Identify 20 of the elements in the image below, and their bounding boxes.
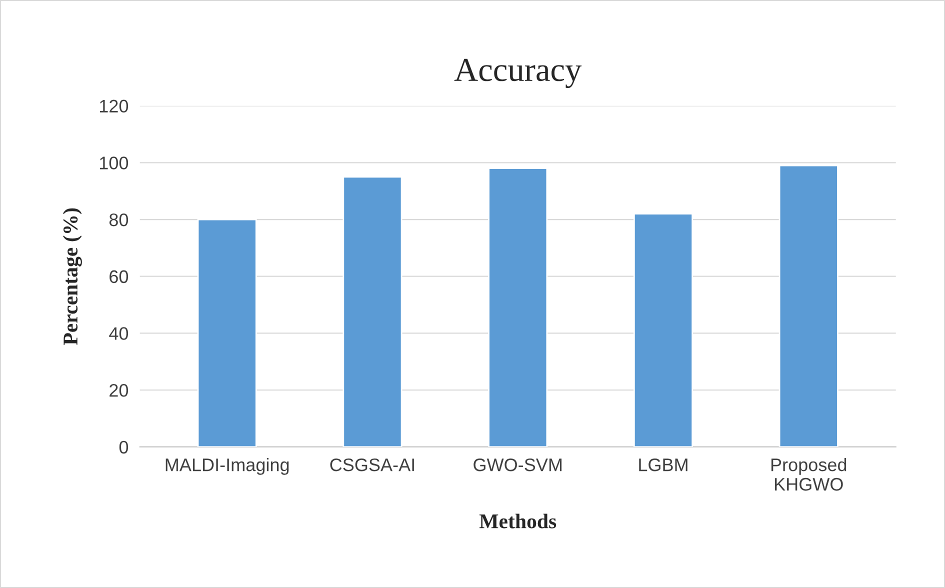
- y-tick-label: 60: [110, 270, 128, 284]
- y-tick-label: 120: [100, 100, 128, 113]
- bar: [488, 168, 548, 447]
- bar: [342, 176, 402, 447]
- chart-title: Accuracy: [454, 58, 582, 88]
- x-tick-label: CSGSA-AI: [330, 458, 414, 472]
- y-tick-label: 0: [119, 440, 128, 454]
- bar: [633, 213, 694, 447]
- x-tick-label: MALDI-Imaging: [166, 458, 289, 475]
- x-tick-label: Proposed KHGWO: [771, 458, 846, 491]
- y-tick-label: 20: [110, 384, 128, 397]
- x-tick-label: GWO-SVM: [474, 458, 562, 472]
- y-axis-title: Percentage (%): [62, 208, 82, 345]
- y-tick-label: 100: [100, 156, 128, 170]
- bar: [197, 218, 257, 447]
- x-axis-title: Methods: [479, 514, 556, 528]
- y-tick-label: 80: [109, 213, 128, 226]
- bar: [778, 164, 838, 447]
- x-tick-label: LGBM: [639, 458, 688, 472]
- y-tick-label: 40: [109, 327, 128, 340]
